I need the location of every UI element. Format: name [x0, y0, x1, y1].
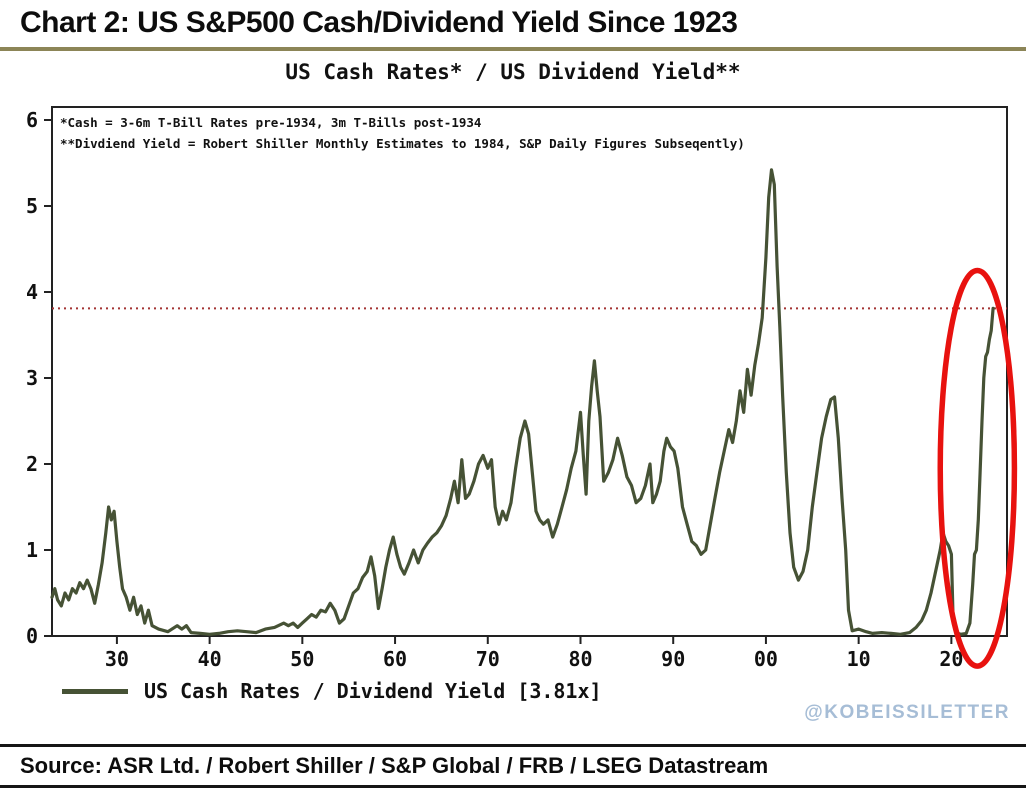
y-tick-label: 0 — [26, 624, 38, 648]
x-tick-label: 40 — [198, 647, 222, 671]
highlight-ellipse — [937, 267, 1018, 669]
y-tick-label: 4 — [26, 280, 38, 304]
y-tick-label: 5 — [26, 194, 38, 218]
series-line — [50, 168, 995, 636]
x-tick-label: 30 — [105, 647, 129, 671]
chart-footnotes: *Cash = 3-6m T-Bill Rates pre-1934, 3m T… — [60, 112, 745, 154]
legend-line-swatch — [62, 688, 128, 694]
x-tick-label: 20 — [939, 647, 963, 671]
x-tick-label: 70 — [476, 647, 500, 671]
y-tick-label: 6 — [26, 108, 38, 132]
footnote-dividend: **Divdiend Yield = Robert Shiller Monthl… — [60, 136, 745, 151]
y-tick-label: 1 — [26, 538, 38, 562]
legend-label: US Cash Rates / Dividend Yield [3.81x] — [144, 679, 602, 703]
x-tick-label: 50 — [290, 647, 314, 671]
chart-title: US Cash Rates* / US Dividend Yield** — [285, 60, 741, 84]
x-tick-label: 90 — [661, 647, 685, 671]
y-tick-label: 2 — [26, 452, 38, 476]
watermark: @KOBEISSILETTER — [804, 702, 1010, 723]
x-tick-label: 80 — [568, 647, 592, 671]
x-tick-label: 60 — [383, 647, 407, 671]
source-text: Source: ASR Ltd. / Robert Shiller / S&P … — [20, 753, 769, 778]
title-bar: Chart 2: US S&P500 Cash/Dividend Yield S… — [0, 0, 1026, 52]
page-title: Chart 2: US S&P500 Cash/Dividend Yield S… — [20, 6, 738, 39]
y-tick-label: 3 — [26, 366, 38, 390]
footnote-cash: *Cash = 3-6m T-Bill Rates pre-1934, 3m T… — [60, 115, 482, 130]
title-underline — [0, 47, 1026, 51]
plot-border — [51, 106, 1008, 637]
legend: US Cash Rates / Dividend Yield [3.81x] — [62, 676, 602, 706]
x-tick-label: 00 — [754, 647, 778, 671]
chart-plot: 0 1 2 3 4 5 6 30 40 50 60 70 80 90 00 10 20 — [26, 106, 1018, 671]
x-tick-label: 10 — [847, 647, 871, 671]
source-bar: Source: ASR Ltd. / Robert Shiller / S&P … — [0, 744, 1026, 788]
